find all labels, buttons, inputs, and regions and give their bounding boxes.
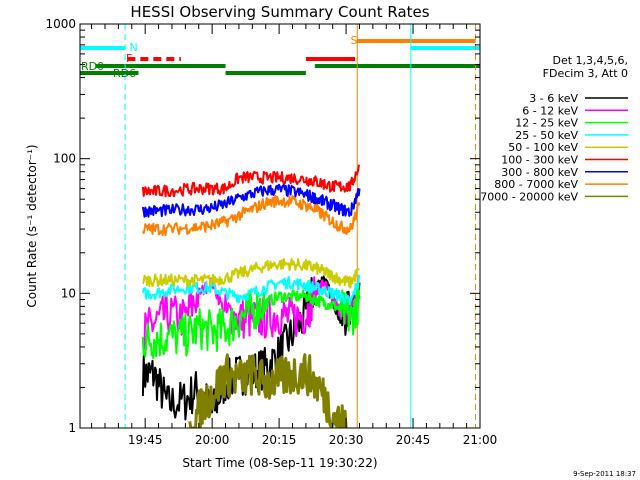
y-tick-label: 10	[61, 286, 76, 300]
legend-entry-label: 25 - 50 keV	[515, 129, 578, 142]
flag-label: RD6	[113, 67, 136, 80]
legend-entry-label: 800 - 7000 keV	[494, 178, 578, 191]
series-group	[141, 164, 361, 428]
y-tick-label: 1	[68, 421, 76, 435]
plot-frame	[79, 23, 481, 429]
series-line	[141, 164, 361, 198]
legend-header: FDecim 3, Att 0	[543, 67, 628, 80]
x-tick-label: 20:00	[195, 433, 230, 447]
legend-entry-label: 100 - 300 keV	[501, 154, 578, 167]
y-axis-label: Count Rate (s⁻¹ detector⁻¹)	[25, 144, 39, 307]
legend: Det 1,3,4,5,6,FDecim 3, Att 0 3 - 6 keV6 …	[480, 54, 628, 203]
flag-label: F	[126, 52, 132, 65]
x-tick-label: 19:45	[128, 433, 163, 447]
y-tick-label: 1000	[45, 17, 76, 31]
attenuator-markers	[124, 24, 477, 428]
x-tick-label: 20:15	[262, 433, 297, 447]
x-tick-label: 20:45	[396, 433, 431, 447]
flag-label: S	[351, 34, 358, 47]
series-line	[141, 258, 360, 289]
series-line	[141, 274, 361, 306]
legend-entry-label: 7000 - 20000 keV	[480, 190, 578, 203]
x-tick-label: 20:30	[329, 433, 364, 447]
legend-entry-label: 3 - 6 keV	[529, 92, 578, 105]
series-line	[141, 281, 361, 360]
x-tick-label: 21:00	[463, 433, 498, 447]
flag-labels: NF S RD0 RD6	[81, 34, 358, 80]
legend-entry-label: 12 - 25 keV	[515, 117, 578, 130]
series-line	[141, 194, 361, 237]
legend-entry-label: 6 - 12 keV	[522, 104, 578, 117]
flag-bars	[80, 39, 480, 75]
flag-label: RD0	[81, 60, 104, 73]
legend-header: Det 1,3,4,5,6,	[552, 54, 628, 67]
timestamp: 9-Sep-2011 18:37	[573, 470, 636, 478]
y-tick-label: 100	[53, 152, 76, 166]
x-axis: 19:45 20:00 20:15 20:30 20:45 21:00	[91, 24, 498, 447]
flag-label: N	[130, 41, 138, 54]
series-line	[188, 353, 348, 428]
x-axis-label: Start Time (08-Sep-11 19:30:22)	[182, 456, 377, 470]
legend-entry-label: 50 - 100 keV	[508, 141, 578, 154]
legend-entry-label: 300 - 800 keV	[501, 166, 578, 179]
series-line	[141, 183, 361, 218]
chart-title: HESSI Observing Summary Count Rates	[130, 3, 429, 21]
y-axis: 1 10 100 1000	[45, 17, 480, 435]
